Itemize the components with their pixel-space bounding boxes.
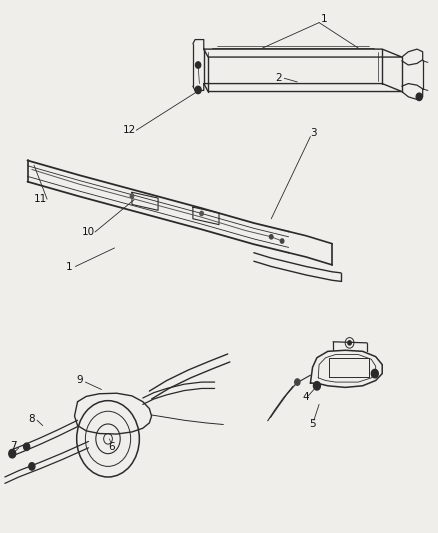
Circle shape — [371, 369, 378, 378]
Circle shape — [280, 239, 284, 243]
Text: 6: 6 — [108, 442, 114, 452]
Circle shape — [348, 341, 351, 345]
Circle shape — [29, 463, 35, 470]
Circle shape — [314, 382, 321, 390]
Text: 3: 3 — [311, 128, 317, 138]
Circle shape — [200, 212, 203, 216]
Text: 1: 1 — [321, 14, 328, 24]
Circle shape — [195, 62, 201, 68]
Text: 4: 4 — [303, 392, 309, 402]
Circle shape — [24, 443, 30, 450]
Text: 12: 12 — [123, 125, 136, 135]
Text: 10: 10 — [82, 227, 95, 237]
Circle shape — [269, 235, 273, 239]
Circle shape — [130, 194, 134, 198]
Text: 8: 8 — [28, 414, 35, 424]
Circle shape — [195, 86, 201, 94]
Text: 9: 9 — [77, 375, 84, 385]
Circle shape — [416, 93, 422, 101]
Text: 11: 11 — [34, 194, 47, 204]
Text: 7: 7 — [10, 441, 17, 451]
Text: 1: 1 — [66, 262, 72, 271]
Text: 5: 5 — [309, 419, 315, 429]
Circle shape — [295, 379, 300, 385]
Circle shape — [9, 449, 16, 458]
Text: 2: 2 — [276, 73, 283, 83]
